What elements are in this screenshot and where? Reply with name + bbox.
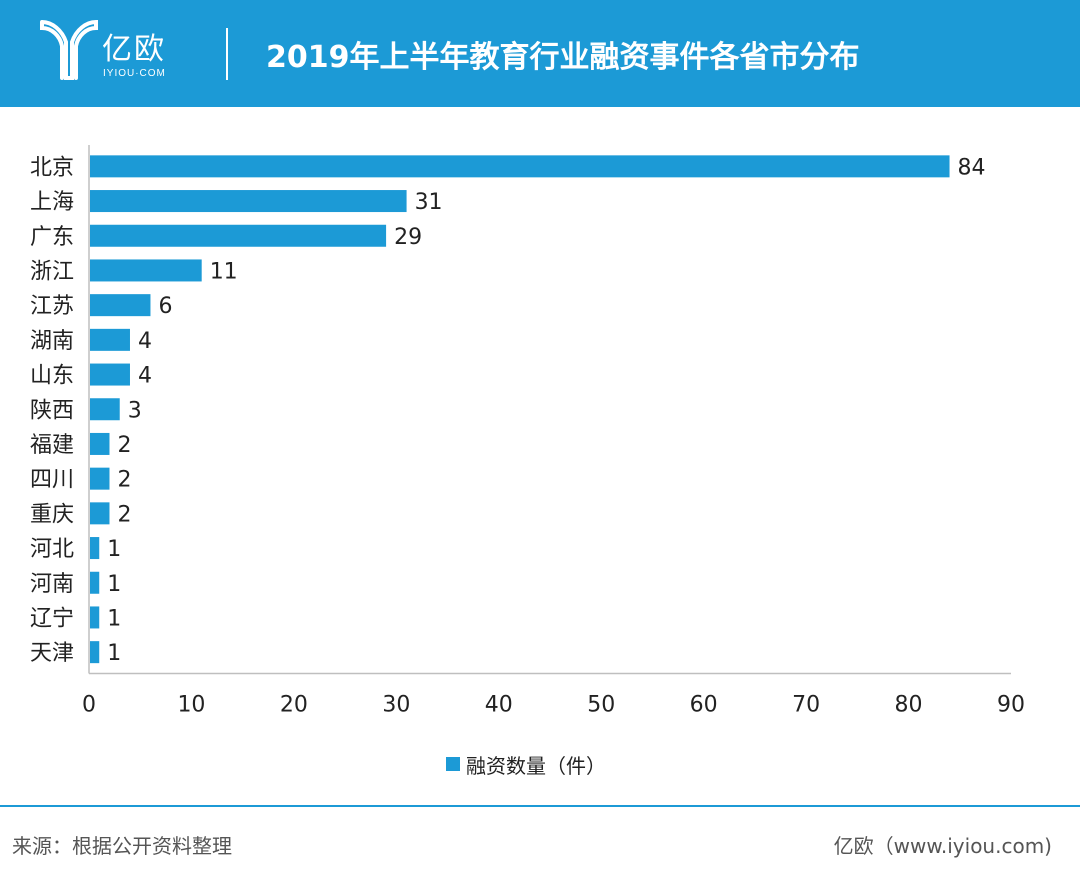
page-title: 2019年上半年教育行业融资事件各省市分布 bbox=[266, 40, 860, 75]
brand-name-cn: 亿欧 bbox=[102, 32, 166, 67]
brand-logo: 亿欧 IYIOU·COM bbox=[40, 18, 200, 88]
bar-6 bbox=[90, 363, 130, 386]
legend-swatch bbox=[446, 757, 460, 771]
category-label: 湖南 bbox=[30, 329, 74, 354]
category-label: 山东 bbox=[30, 364, 74, 389]
bar-12 bbox=[90, 571, 100, 594]
bar-5 bbox=[90, 328, 130, 351]
value-label: 1 bbox=[107, 641, 121, 666]
value-label: 6 bbox=[158, 294, 172, 319]
value-label: 1 bbox=[107, 606, 121, 631]
x-tick-label: 40 bbox=[485, 693, 513, 718]
value-label: 1 bbox=[107, 537, 121, 562]
bar-7 bbox=[90, 398, 120, 421]
category-label: 广东 bbox=[30, 225, 74, 250]
value-label: 4 bbox=[138, 329, 152, 354]
logo-mark-icon bbox=[40, 19, 98, 80]
bar-0 bbox=[90, 155, 950, 178]
bar-4 bbox=[90, 294, 151, 317]
axes bbox=[88, 145, 1011, 675]
value-label: 4 bbox=[138, 364, 152, 389]
footer-divider bbox=[0, 805, 1080, 807]
source-note: 来源：根据公开资料整理 bbox=[12, 834, 232, 858]
bars-layer bbox=[90, 155, 950, 664]
x-tick-labels: 0 10 20 30 40 50 60 70 80 90 bbox=[82, 693, 1025, 718]
value-label: 2 bbox=[117, 468, 131, 493]
value-label: 11 bbox=[210, 259, 238, 284]
category-label: 北京 bbox=[30, 155, 74, 180]
x-tick-label: 0 bbox=[82, 693, 96, 718]
x-tick-label: 50 bbox=[587, 693, 615, 718]
value-label: 3 bbox=[128, 398, 142, 423]
header-banner: 亿欧 IYIOU·COM 2019年上半年教育行业融资事件各省市分布 bbox=[0, 0, 1080, 107]
legend-label: 融资数量（件） bbox=[466, 753, 606, 778]
bar-9 bbox=[90, 467, 110, 490]
value-label: 1 bbox=[107, 572, 121, 597]
x-tick-label: 10 bbox=[177, 693, 205, 718]
header-divider bbox=[226, 28, 228, 80]
bar-8 bbox=[90, 432, 110, 455]
category-label: 重庆 bbox=[30, 502, 74, 527]
value-label: 2 bbox=[117, 502, 131, 527]
bar-11 bbox=[90, 537, 100, 560]
bar-3 bbox=[90, 259, 202, 282]
x-tick-label: 60 bbox=[690, 693, 718, 718]
x-tick-label: 30 bbox=[382, 693, 410, 718]
x-tick-label: 70 bbox=[792, 693, 820, 718]
category-label: 四川 bbox=[30, 468, 74, 493]
bar-13 bbox=[90, 606, 100, 629]
footer-brand: 亿欧（www.iyiou.com) bbox=[833, 834, 1052, 858]
category-label: 福建 bbox=[30, 433, 74, 458]
value-label: 29 bbox=[394, 225, 422, 250]
x-tick-label: 80 bbox=[895, 693, 923, 718]
category-label: 浙江 bbox=[30, 259, 74, 284]
category-label: 上海 bbox=[30, 190, 74, 215]
bar-2 bbox=[90, 224, 387, 247]
bar-1 bbox=[90, 190, 407, 213]
category-label: 江苏 bbox=[30, 294, 74, 319]
category-label: 陕西 bbox=[30, 398, 74, 423]
category-label: 辽宁 bbox=[30, 606, 74, 631]
x-tick-label: 90 bbox=[997, 693, 1025, 718]
x-tick-label: 20 bbox=[280, 693, 308, 718]
bar-10 bbox=[90, 502, 110, 525]
value-label: 84 bbox=[958, 155, 986, 180]
chart-legend: 融资数量（件） bbox=[446, 752, 606, 778]
value-label: 31 bbox=[415, 190, 443, 215]
brand-name-en: IYIOU·COM bbox=[103, 68, 166, 79]
bar-14 bbox=[90, 641, 100, 664]
value-label: 2 bbox=[117, 433, 131, 458]
category-label: 河北 bbox=[30, 537, 74, 562]
category-label: 天津 bbox=[30, 641, 74, 666]
category-label: 河南 bbox=[30, 572, 74, 597]
